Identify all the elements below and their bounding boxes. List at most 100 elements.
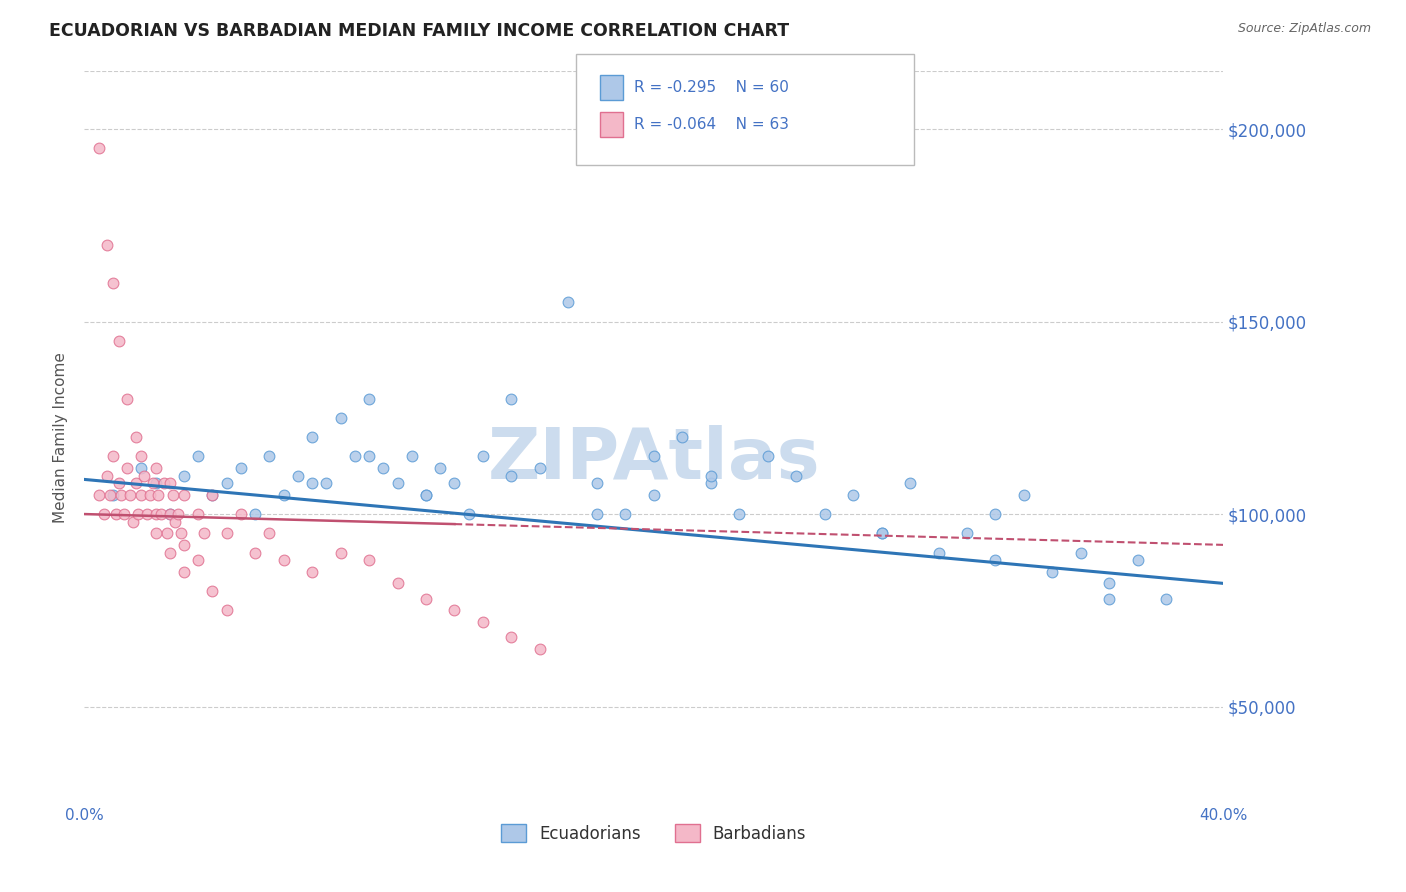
Point: [472, 615, 495, 629]
Legend: Ecuadorians, Barbadians: Ecuadorians, Barbadians: [495, 818, 813, 849]
Point: [131, 488, 153, 502]
Point: [98, 488, 121, 502]
Point: [159, 507, 181, 521]
Point: [145, 507, 167, 521]
Point: [104, 507, 127, 521]
Point: [173, 468, 195, 483]
Point: [472, 450, 495, 464]
Point: [201, 488, 224, 502]
Point: [121, 515, 143, 529]
Point: [898, 476, 921, 491]
Point: [131, 450, 153, 464]
Text: ZIPAtlas: ZIPAtlas: [488, 425, 820, 493]
Point: [529, 641, 551, 656]
Point: [259, 526, 281, 541]
Point: [671, 430, 693, 444]
Point: [387, 476, 409, 491]
Point: [201, 584, 224, 599]
Point: [153, 476, 176, 491]
Point: [150, 507, 173, 521]
Point: [315, 476, 337, 491]
Point: [984, 507, 1007, 521]
Point: [229, 461, 252, 475]
Point: [110, 488, 132, 502]
Point: [162, 488, 184, 502]
Point: [145, 526, 167, 541]
Point: [187, 553, 209, 567]
Point: [148, 488, 170, 502]
Point: [170, 526, 193, 541]
Point: [359, 553, 381, 567]
Point: [501, 392, 523, 406]
Point: [359, 450, 381, 464]
Point: [443, 603, 465, 617]
Point: [101, 450, 124, 464]
Point: [1098, 576, 1121, 591]
Point: [115, 392, 138, 406]
Point: [700, 476, 723, 491]
Point: [1126, 553, 1149, 567]
Point: [956, 526, 979, 541]
Text: Source: ZipAtlas.com: Source: ZipAtlas.com: [1237, 22, 1371, 36]
Point: [118, 488, 141, 502]
Point: [173, 538, 195, 552]
Point: [1012, 488, 1035, 502]
Point: [145, 461, 167, 475]
Point: [107, 334, 129, 348]
Point: [343, 450, 366, 464]
Point: [643, 488, 665, 502]
Point: [301, 476, 323, 491]
Y-axis label: Median Family Income: Median Family Income: [53, 351, 69, 523]
Point: [124, 476, 146, 491]
Point: [415, 488, 437, 502]
Point: [1070, 545, 1092, 559]
Point: [136, 507, 159, 521]
Point: [785, 468, 807, 483]
Point: [131, 461, 153, 475]
Text: R = -0.295    N = 60: R = -0.295 N = 60: [634, 80, 789, 95]
Point: [87, 488, 110, 502]
Point: [429, 461, 451, 475]
Point: [301, 565, 323, 579]
Point: [173, 565, 195, 579]
Point: [87, 141, 110, 155]
Point: [134, 468, 156, 483]
Point: [215, 476, 238, 491]
Point: [501, 630, 523, 644]
Point: [215, 603, 238, 617]
Point: [173, 488, 195, 502]
Point: [245, 507, 267, 521]
Point: [215, 526, 238, 541]
Point: [159, 476, 181, 491]
Point: [187, 507, 209, 521]
Point: [415, 488, 437, 502]
Point: [870, 526, 893, 541]
Point: [187, 450, 209, 464]
Point: [1098, 591, 1121, 606]
Point: [387, 576, 409, 591]
Point: [301, 430, 323, 444]
Point: [96, 237, 118, 252]
Point: [401, 450, 423, 464]
Point: [287, 468, 309, 483]
Point: [229, 507, 252, 521]
Point: [145, 476, 167, 491]
Point: [928, 545, 950, 559]
Point: [96, 468, 118, 483]
Point: [373, 461, 395, 475]
Point: [842, 488, 865, 502]
Point: [167, 507, 190, 521]
Text: ECUADORIAN VS BARBADIAN MEDIAN FAMILY INCOME CORRELATION CHART: ECUADORIAN VS BARBADIAN MEDIAN FAMILY IN…: [49, 22, 789, 40]
Point: [165, 515, 187, 529]
Point: [127, 507, 149, 521]
Point: [614, 507, 637, 521]
Point: [115, 461, 138, 475]
Point: [415, 591, 437, 606]
Point: [586, 476, 609, 491]
Point: [101, 488, 124, 502]
Point: [984, 553, 1007, 567]
Point: [457, 507, 479, 521]
Point: [814, 507, 837, 521]
Text: R = -0.064    N = 63: R = -0.064 N = 63: [634, 118, 789, 132]
Point: [93, 507, 115, 521]
